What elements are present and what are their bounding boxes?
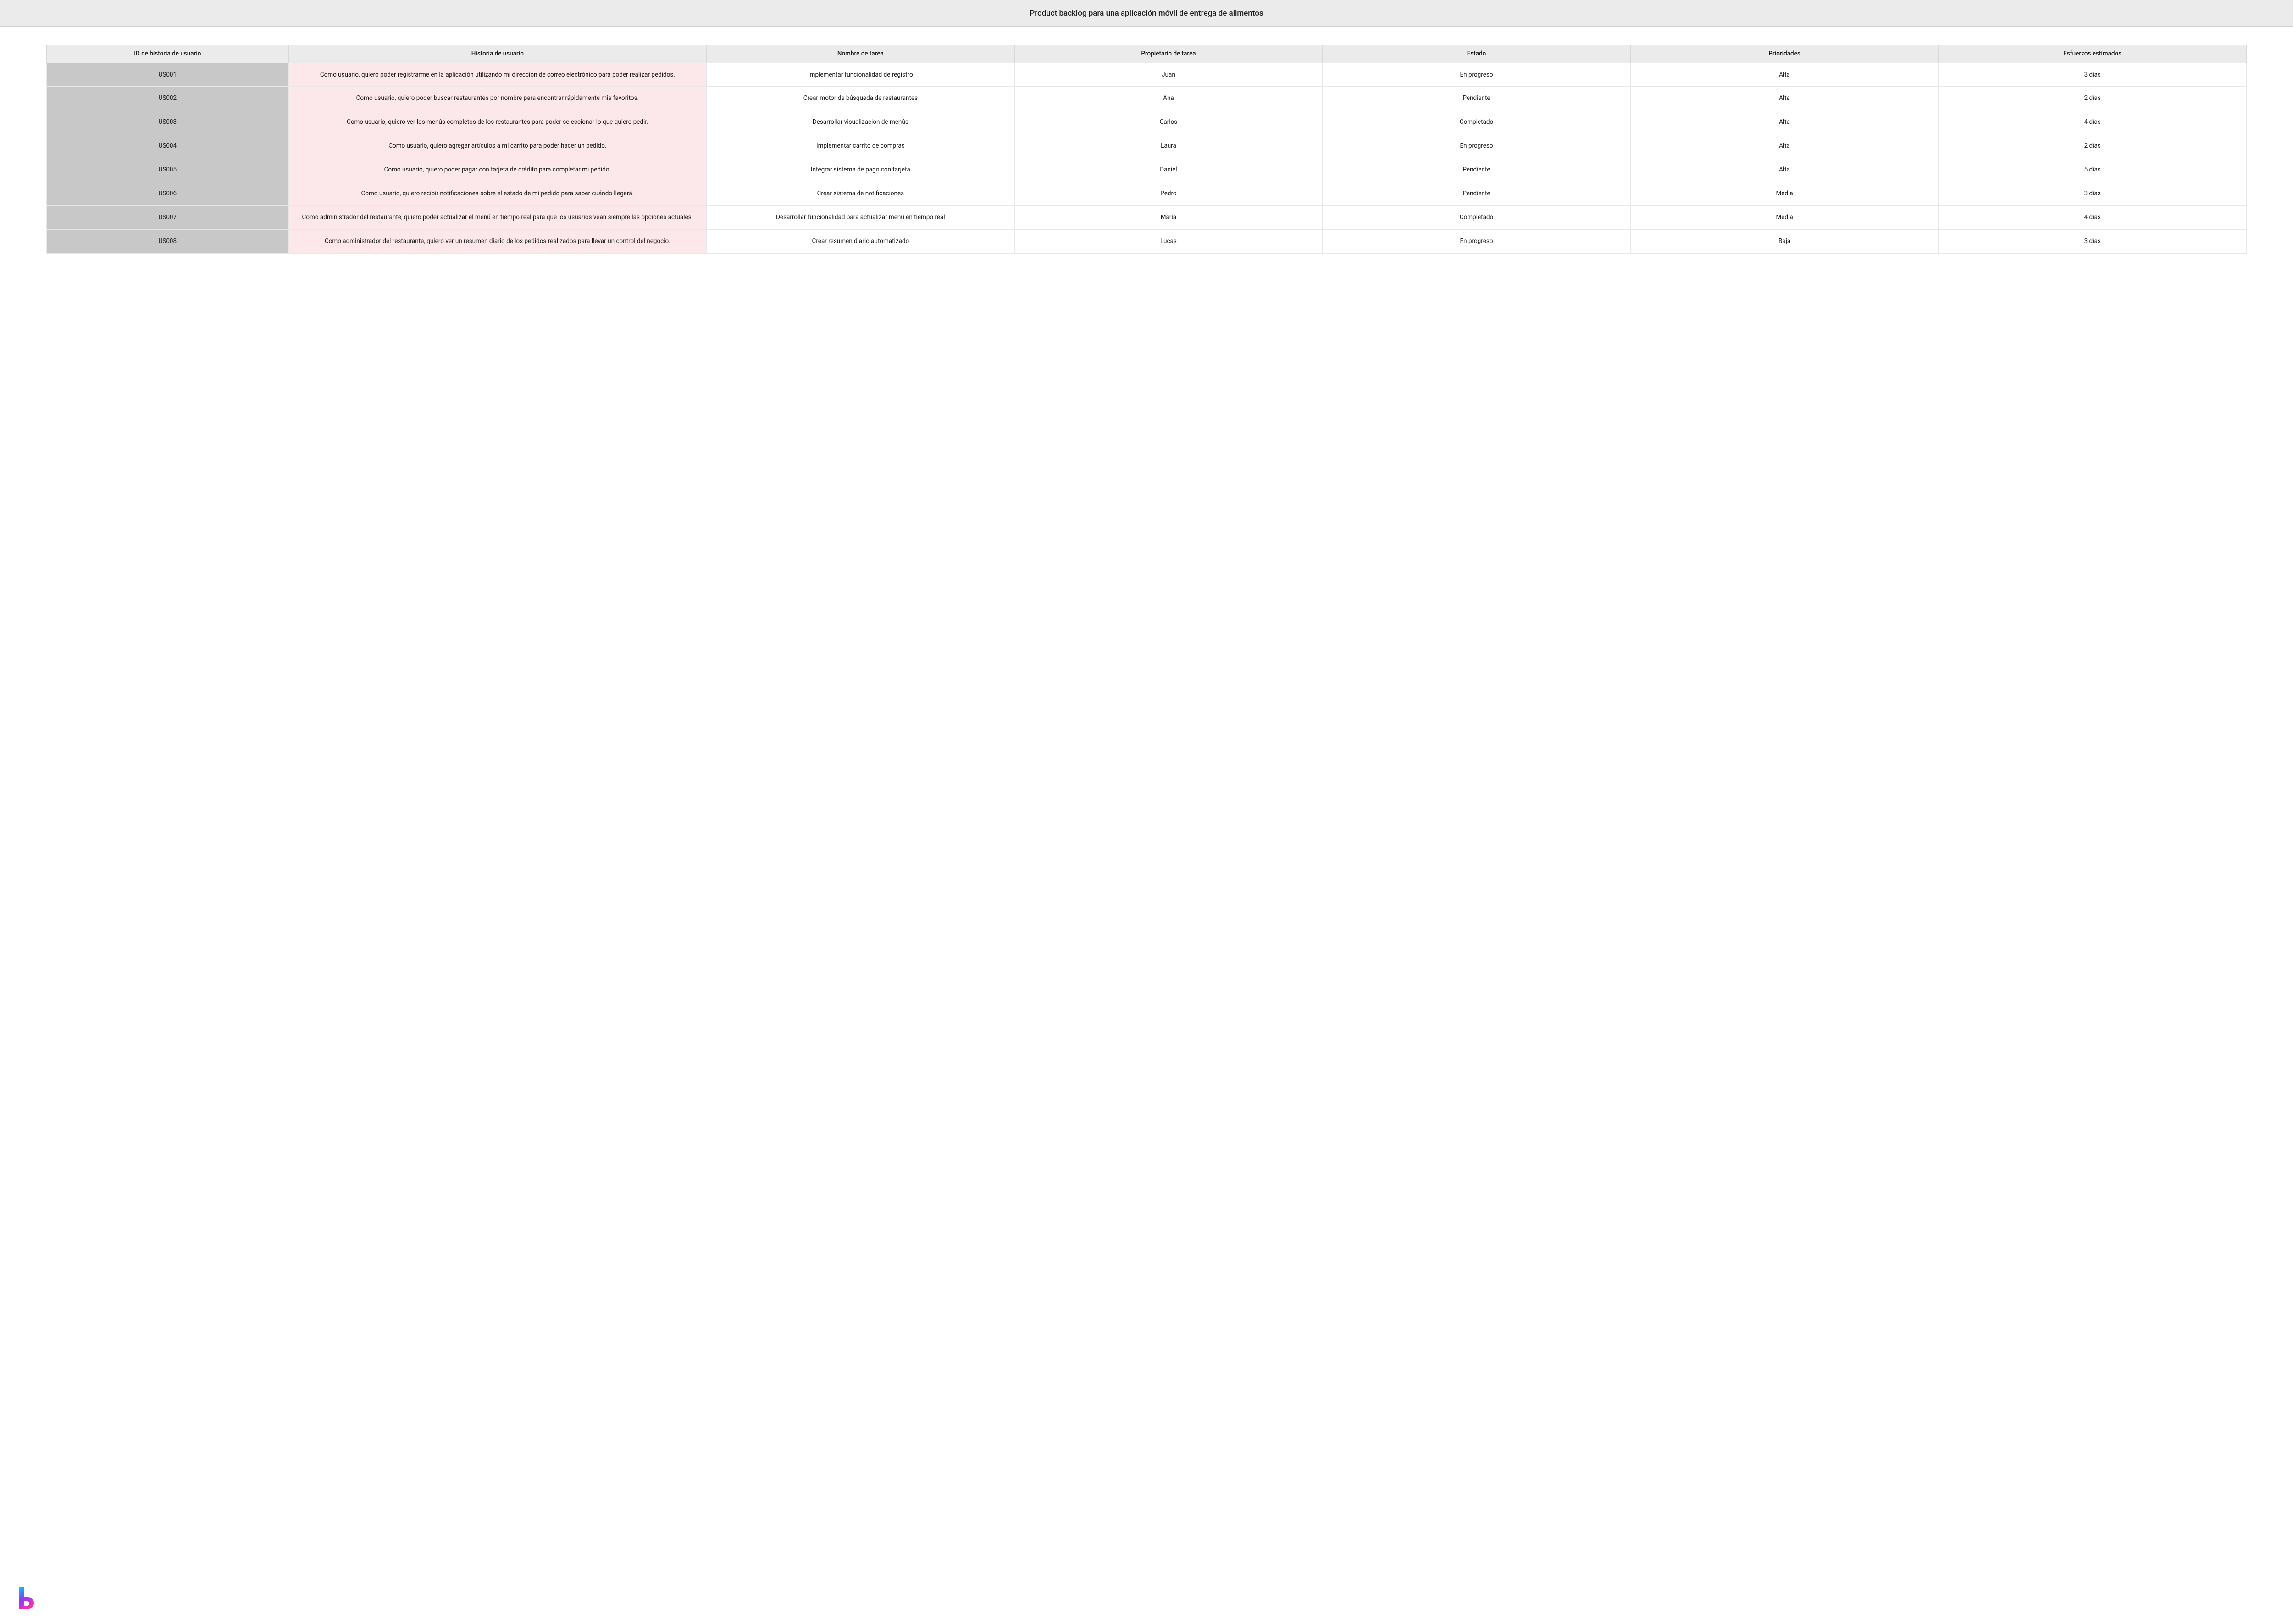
table-body: US001Como usuario, quiero poder registra… xyxy=(47,63,2247,253)
table-header-row: ID de historia de usuario Historia de us… xyxy=(47,45,2247,63)
table-row: US008Como administrador del restaurante,… xyxy=(47,229,2247,253)
table-row: US004Como usuario, quiero agregar artícu… xyxy=(47,134,2247,158)
col-header-priority: Prioridades xyxy=(1630,45,1939,63)
cell-story: Como usuario, quiero agregar artículos a… xyxy=(288,134,706,158)
cell-priority: Alta xyxy=(1630,63,1939,87)
cell-story: Como usuario, quiero poder pagar con tar… xyxy=(288,158,706,182)
cell-status: Pendiente xyxy=(1323,158,1631,182)
cell-id: US001 xyxy=(47,63,289,87)
cell-effort: 5 días xyxy=(1939,158,2247,182)
cell-owner: Lucas xyxy=(1014,229,1323,253)
cell-task: Implementar carrito de compras xyxy=(707,134,1015,158)
cell-id: US003 xyxy=(47,110,289,134)
cell-task: Desarrollar visualización de menús xyxy=(707,110,1015,134)
cell-status: En progreso xyxy=(1323,63,1631,87)
cell-effort: 3 días xyxy=(1939,63,2247,87)
cell-id: US002 xyxy=(47,87,289,110)
table-row: US002Como usuario, quiero poder buscar r… xyxy=(47,87,2247,110)
col-header-story: Historia de usuario xyxy=(288,45,706,63)
cell-effort: 2 días xyxy=(1939,87,2247,110)
cell-priority: Alta xyxy=(1630,158,1939,182)
cell-priority: Alta xyxy=(1630,134,1939,158)
cell-owner: Ana xyxy=(1014,87,1323,110)
cell-story: Como usuario, quiero poder registrarme e… xyxy=(288,63,706,87)
table-row: US007Como administrador del restaurante,… xyxy=(47,205,2247,229)
cell-owner: Juan xyxy=(1014,63,1323,87)
cell-id: US004 xyxy=(47,134,289,158)
table-row: US001Como usuario, quiero poder registra… xyxy=(47,63,2247,87)
cell-story: Como administrador del restaurante, quie… xyxy=(288,205,706,229)
cell-priority: Alta xyxy=(1630,110,1939,134)
table-row: US006Como usuario, quiero recibir notifi… xyxy=(47,182,2247,206)
table-row: US003Como usuario, quiero ver los menús … xyxy=(47,110,2247,134)
brand-logo xyxy=(13,1585,39,1611)
cell-story: Como usuario, quiero ver los menús compl… xyxy=(288,110,706,134)
cell-story: Como administrador del restaurante, quie… xyxy=(288,229,706,253)
page-header: Product backlog para una aplicación móvi… xyxy=(0,0,2293,27)
col-header-task: Nombre de tarea xyxy=(707,45,1015,63)
cell-priority: Media xyxy=(1630,205,1939,229)
cell-owner: María xyxy=(1014,205,1323,229)
cell-task: Crear sistema de notificaciones xyxy=(707,182,1015,206)
cell-priority: Alta xyxy=(1630,87,1939,110)
cell-id: US007 xyxy=(47,205,289,229)
cell-owner: Carlos xyxy=(1014,110,1323,134)
cell-effort: 4 días xyxy=(1939,110,2247,134)
cell-owner: Laura xyxy=(1014,134,1323,158)
cell-id: US008 xyxy=(47,229,289,253)
col-header-id: ID de historia de usuario xyxy=(47,45,289,63)
cell-owner: Daniel xyxy=(1014,158,1323,182)
cell-priority: Media xyxy=(1630,182,1939,206)
cell-effort: 4 días xyxy=(1939,205,2247,229)
page-wrapper: Product backlog para una aplicación móvi… xyxy=(0,0,2293,1624)
cell-owner: Pedro xyxy=(1014,182,1323,206)
cell-task: Crear motor de búsqueda de restaurantes xyxy=(707,87,1015,110)
cell-id: US005 xyxy=(47,158,289,182)
cell-status: Pendiente xyxy=(1323,87,1631,110)
table-row: US005Como usuario, quiero poder pagar co… xyxy=(47,158,2247,182)
cell-story: Como usuario, quiero poder buscar restau… xyxy=(288,87,706,110)
cell-effort: 3 días xyxy=(1939,182,2247,206)
col-header-status: Estado xyxy=(1323,45,1631,63)
cell-status: En progreso xyxy=(1323,134,1631,158)
cell-status: En progreso xyxy=(1323,229,1631,253)
page-title: Product backlog para una aplicación móvi… xyxy=(0,9,2293,18)
cell-status: Pendiente xyxy=(1323,182,1631,206)
col-header-owner: Propietario de tarea xyxy=(1014,45,1323,63)
cell-effort: 2 días xyxy=(1939,134,2247,158)
cell-status: Completado xyxy=(1323,205,1631,229)
cell-task: Integrar sistema de pago con tarjeta xyxy=(707,158,1015,182)
logo-icon xyxy=(13,1585,39,1611)
table-head: ID de historia de usuario Historia de us… xyxy=(47,45,2247,63)
col-header-effort: Esfuerzos estimados xyxy=(1939,45,2247,63)
cell-story: Como usuario, quiero recibir notificacio… xyxy=(288,182,706,206)
cell-task: Crear resumen diario automatizado xyxy=(707,229,1015,253)
cell-status: Completado xyxy=(1323,110,1631,134)
cell-effort: 3 días xyxy=(1939,229,2247,253)
cell-id: US006 xyxy=(47,182,289,206)
cell-priority: Baja xyxy=(1630,229,1939,253)
cell-task: Implementar funcionalidad de registro xyxy=(707,63,1015,87)
content-area: ID de historia de usuario Historia de us… xyxy=(0,27,2293,281)
cell-task: Desarrollar funcionalidad para actualiza… xyxy=(707,205,1015,229)
backlog-table: ID de historia de usuario Historia de us… xyxy=(46,45,2247,254)
